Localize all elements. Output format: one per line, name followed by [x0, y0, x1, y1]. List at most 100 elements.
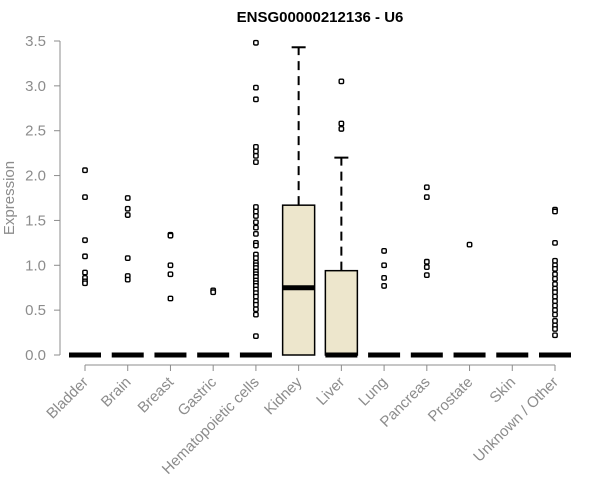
outlier-point	[253, 301, 259, 308]
x-tick-label: Bladder	[43, 374, 92, 423]
outlier-point	[253, 255, 259, 262]
outlier-point	[82, 280, 88, 287]
box-group	[410, 184, 443, 358]
box-group	[539, 206, 571, 358]
y-tick-label: 2.0	[25, 168, 46, 185]
box	[324, 269, 359, 356]
y-tick-label: 0.0	[25, 347, 46, 364]
chart-title: ENSG00000212136 - U6	[237, 9, 404, 26]
x-tick-label: Skin	[486, 374, 519, 407]
outlier-point	[338, 78, 345, 85]
box-group	[154, 231, 187, 358]
y-tick-label: 3.5	[25, 33, 46, 50]
outlier-point	[124, 276, 131, 283]
box-group	[69, 167, 101, 358]
outlier-point	[381, 262, 387, 269]
plot-area	[69, 39, 571, 358]
box	[281, 204, 316, 356]
outlier-point	[552, 271, 558, 278]
outlier-point	[82, 237, 88, 244]
outlier-point	[253, 159, 259, 166]
outlier-point	[124, 255, 131, 262]
outlier-point	[381, 248, 387, 254]
outlier-point	[210, 289, 217, 296]
outlier-point	[253, 333, 259, 340]
x-tick-label: Prostate	[425, 374, 477, 426]
outlier-point	[381, 283, 387, 289]
x-tick-label: Lung	[355, 374, 391, 410]
outlier-point	[552, 208, 558, 215]
outlier-point	[552, 332, 558, 339]
outlier-point	[423, 264, 430, 270]
box-group	[453, 241, 486, 358]
outlier-point	[253, 213, 259, 219]
outlier-point	[253, 242, 259, 249]
y-tick-label: 3.0	[25, 78, 46, 95]
outlier-point	[338, 120, 345, 127]
outlier-point	[423, 194, 430, 201]
outlier-point	[552, 257, 558, 264]
outlier-point	[552, 318, 558, 324]
outlier-point	[253, 293, 259, 300]
x-tick-label: Brain	[98, 374, 135, 411]
y-axis: 0.0 0.5 1.0 1.5 2.0 2.5 3.0 3.5	[25, 33, 61, 364]
x-tick-label: Liver	[313, 374, 348, 409]
outlier-point	[338, 126, 345, 132]
outlier-point	[82, 253, 88, 260]
outlier-point	[253, 208, 259, 215]
outlier-point	[253, 230, 259, 237]
y-tick-label: 2.5	[25, 123, 46, 140]
outlier-point	[552, 281, 558, 288]
outlier-point	[552, 293, 558, 300]
y-tick-label: 0.5	[25, 302, 46, 319]
y-tick-label: 1.0	[25, 257, 46, 274]
outlier-point	[253, 148, 259, 155]
outlier-point	[423, 184, 430, 191]
outlier-point	[82, 167, 88, 174]
outlier-point	[167, 262, 174, 269]
outlier-point	[253, 219, 259, 226]
outlier-point	[552, 311, 558, 318]
outlier-point	[253, 152, 259, 159]
outlier-point	[552, 275, 558, 282]
outlier-point	[82, 194, 88, 201]
x-tick-label: Breast	[135, 373, 178, 416]
outlier-point	[552, 289, 558, 296]
outlier-point	[381, 274, 387, 281]
outlier-point	[253, 204, 259, 210]
outlier-point	[82, 269, 88, 276]
outlier-point	[124, 205, 131, 212]
box-group	[111, 195, 144, 358]
outlier-point	[253, 311, 259, 318]
outlier-point	[552, 326, 558, 332]
box-group	[197, 287, 230, 358]
outlier-point	[253, 96, 259, 103]
outlier-point	[124, 195, 131, 201]
outlier-point	[552, 298, 558, 305]
box-group	[368, 248, 401, 358]
outlier-point	[167, 295, 174, 302]
outlier-point	[167, 271, 174, 278]
outlier-point	[124, 212, 131, 218]
outlier-point	[253, 306, 259, 313]
box-group	[281, 46, 316, 356]
outlier-point	[253, 39, 259, 46]
outlier-point	[167, 232, 174, 239]
box-group	[324, 78, 359, 358]
outlier-point	[423, 258, 430, 265]
outlier-point	[466, 241, 473, 248]
outlier-point	[423, 272, 430, 279]
outlier-point	[552, 302, 558, 309]
box-group	[239, 39, 272, 358]
y-axis-label: Expression	[1, 161, 18, 235]
outlier-point	[552, 239, 558, 246]
outlier-point	[253, 224, 259, 231]
outlier-point	[253, 143, 259, 150]
outlier-point	[253, 84, 259, 91]
x-tick-label: Kidney	[261, 373, 306, 418]
outlier-point	[552, 307, 558, 314]
outlier-point	[552, 265, 558, 272]
y-tick-label: 1.5	[25, 212, 46, 229]
